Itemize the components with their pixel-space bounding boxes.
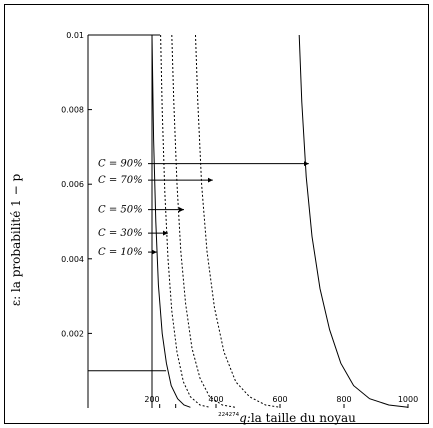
x-tick-label: 800 xyxy=(336,395,351,404)
x-axis-label: 224274q:la taille du noyau xyxy=(218,411,356,425)
x-tick-label: 1000 xyxy=(398,395,418,404)
x-tick-label: 600 xyxy=(272,395,287,404)
reference-lines xyxy=(88,35,167,408)
y-axis-label: ε: la probabilité 1 − p xyxy=(9,174,23,307)
chart-frame xyxy=(4,4,429,424)
y-tick-label: 0.006 xyxy=(61,180,84,189)
series-label: C = 30% xyxy=(98,228,143,239)
series-line xyxy=(160,34,210,408)
y-tick-label: 0.002 xyxy=(61,329,84,338)
series-line xyxy=(195,34,281,408)
series-label: C = 10% xyxy=(98,247,143,258)
y-ticks: 0.002 0.004 0.006 0.008 0.01 xyxy=(61,31,92,338)
series-line xyxy=(298,34,409,408)
x-tick-label: 400 xyxy=(208,395,223,404)
series-label: C = 50% xyxy=(98,205,143,216)
y-tick-label: 0.004 xyxy=(61,255,84,264)
series-line xyxy=(171,34,236,408)
y-tick-label: 0.01 xyxy=(66,31,84,40)
special-tick-224: 224 xyxy=(218,412,229,418)
series-line xyxy=(151,34,191,408)
series-labels: C = 10% C = 30% C = 50% C = 70% C = 90% xyxy=(98,159,309,258)
y-tick-label: 0.008 xyxy=(61,106,84,115)
series-curves xyxy=(151,34,409,408)
special-tick-274: 274 xyxy=(229,412,240,418)
series-label: C = 90% xyxy=(98,159,143,170)
x-axis-label-prefix: q: xyxy=(239,411,251,425)
series-label: C = 70% xyxy=(98,175,143,186)
x-axis-label-text: la taille du noyau xyxy=(251,411,356,425)
